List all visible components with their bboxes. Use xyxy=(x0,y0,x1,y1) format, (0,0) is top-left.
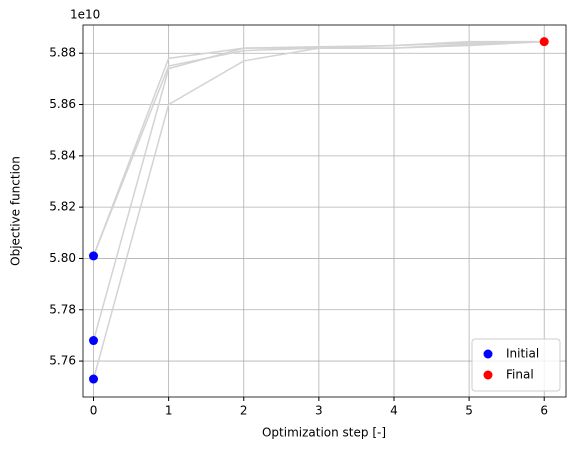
x-tick-label: 1 xyxy=(165,404,173,418)
x-tick-label: 6 xyxy=(540,404,548,418)
x-axis-label: Optimization step [-] xyxy=(262,426,386,440)
legend-marker xyxy=(483,370,493,380)
y-tick-label: 5.88 xyxy=(49,46,76,60)
series-line xyxy=(92,40,545,380)
y-offset-label: 1e10 xyxy=(70,8,100,22)
scatter-point xyxy=(89,251,99,261)
legend-label: Final xyxy=(506,368,534,382)
series-line xyxy=(92,40,545,341)
y-tick-label: 5.80 xyxy=(49,251,76,265)
x-tick-label: 0 xyxy=(90,404,98,418)
scatter-point xyxy=(89,336,99,346)
y-tick-label: 5.76 xyxy=(49,354,76,368)
x-tick-label: 3 xyxy=(315,404,323,418)
legend-box xyxy=(471,338,561,392)
x-tick-label: 5 xyxy=(465,404,473,418)
legend-label: Initial xyxy=(506,347,539,361)
y-tick-label: 5.86 xyxy=(49,97,76,111)
y-tick-label: 5.84 xyxy=(49,148,76,162)
x-tick-label: 2 xyxy=(240,404,248,418)
y-tick-label: 5.82 xyxy=(49,200,76,214)
plot-frame xyxy=(82,24,567,398)
y-tick-label: 5.78 xyxy=(49,302,76,316)
scatter-point xyxy=(539,37,549,47)
x-tick-label: 4 xyxy=(390,404,398,418)
legend-marker xyxy=(483,349,493,359)
y-axis-label: Objective function xyxy=(9,156,23,266)
scatter-point xyxy=(89,374,99,384)
